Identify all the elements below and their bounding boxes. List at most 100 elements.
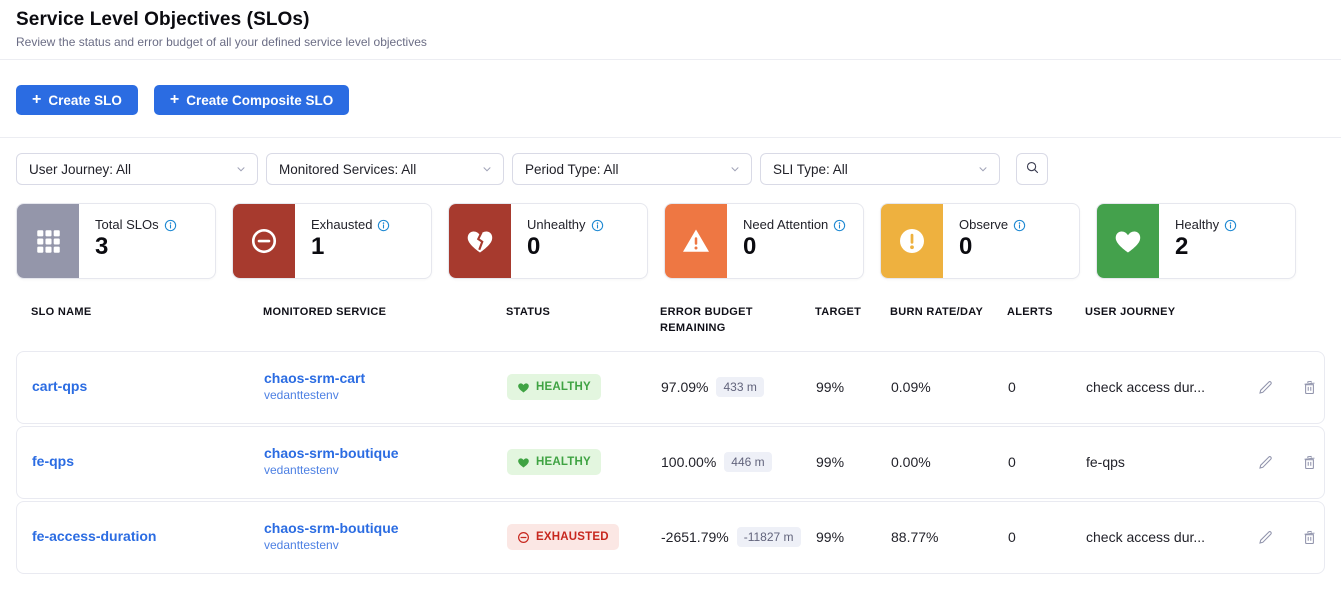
- burn-rate-value: 88.77%: [891, 529, 939, 546]
- minus-circle-icon: [518, 531, 529, 543]
- status-badge: HEALTHY: [507, 374, 601, 401]
- chevron-down-icon: [729, 163, 741, 175]
- create-composite-slo-label: Create Composite SLO: [186, 92, 334, 108]
- card-total-slos[interactable]: Total SLOs 3: [16, 203, 216, 279]
- chevron-down-icon: [977, 163, 989, 175]
- chevron-down-icon: [481, 163, 493, 175]
- error-budget-minutes: 433 m: [716, 377, 764, 398]
- broken-heart-icon: [449, 204, 511, 278]
- burn-rate-value: 0.00%: [891, 454, 931, 471]
- minus-circle-icon: [233, 204, 295, 278]
- user-journey-value: check access dur...: [1086, 529, 1206, 546]
- col-alerts: Alerts: [1007, 306, 1053, 318]
- table-row[interactable]: fe-qps chaos-srm-boutique vedanttestenv …: [16, 425, 1325, 499]
- heart-icon: [518, 458, 529, 468]
- card-value: 3: [95, 233, 109, 260]
- col-target: Target: [815, 306, 862, 318]
- info-icon[interactable]: [833, 219, 846, 232]
- filter-period-type-value: Period Type: All: [525, 161, 619, 177]
- table-header: SLO Name Monitored Service Status Error …: [16, 279, 1325, 351]
- card-label: Healthy: [1175, 217, 1220, 232]
- user-journey-value: fe-qps: [1086, 454, 1125, 471]
- filter-user-journey[interactable]: User Journey: All: [16, 153, 258, 185]
- edit-button[interactable]: [1257, 454, 1274, 471]
- trash-icon: [1304, 455, 1315, 469]
- heart-icon: [1097, 204, 1159, 278]
- col-burn-rate: Burn Rate/Day: [890, 306, 984, 318]
- filters-bar: User Journey: All Monitored Services: Al…: [16, 153, 1325, 185]
- card-observe[interactable]: Observe 0: [880, 203, 1080, 279]
- filter-monitored-services[interactable]: Monitored Services: All: [266, 153, 504, 185]
- alerts-count: 0: [1008, 454, 1016, 471]
- col-monitored-service: Monitored Service: [263, 306, 387, 318]
- trash-icon: [1304, 530, 1315, 544]
- target-value: 99%: [816, 529, 845, 546]
- create-composite-slo-button[interactable]: + Create Composite SLO: [153, 85, 350, 115]
- environment-name: vedanttestenv: [264, 538, 339, 553]
- col-error-budget-remaining: Error Budget Remaining: [660, 306, 753, 334]
- card-label: Total SLOs: [95, 217, 159, 232]
- info-icon[interactable]: [164, 219, 177, 232]
- monitored-service-link[interactable]: chaos-srm-boutique: [264, 520, 399, 537]
- table-row[interactable]: fe-access-duration chaos-srm-boutique ve…: [16, 500, 1325, 574]
- filter-sli-type-value: SLI Type: All: [773, 161, 848, 177]
- col-slo-name: SLO Name: [31, 306, 92, 318]
- burn-rate-value: 0.09%: [891, 379, 931, 396]
- heart-icon: [518, 383, 529, 393]
- card-exhausted[interactable]: Exhausted 1: [232, 203, 432, 279]
- page-header: Service Level Objectives (SLOs) Review t…: [0, 0, 1341, 60]
- target-value: 99%: [816, 454, 845, 471]
- user-journey-value: check access dur...: [1086, 379, 1206, 396]
- delete-button[interactable]: [1301, 529, 1318, 546]
- create-actions-bar: + Create SLO + Create Composite SLO: [0, 60, 1341, 138]
- error-budget-minutes: 446 m: [724, 452, 772, 473]
- trash-icon: [1304, 380, 1315, 394]
- page-subtitle: Review the status and error budget of al…: [16, 35, 427, 49]
- alerts-count: 0: [1008, 379, 1016, 396]
- warning-triangle-icon: [665, 204, 727, 278]
- card-healthy[interactable]: Healthy 2: [1096, 203, 1296, 279]
- card-label: Exhausted: [311, 217, 373, 232]
- search-button[interactable]: [1016, 153, 1048, 185]
- slo-name-link[interactable]: fe-qps: [32, 453, 74, 470]
- card-label: Observe: [959, 217, 1009, 232]
- slo-name-link[interactable]: cart-qps: [32, 378, 88, 395]
- info-icon[interactable]: [1224, 219, 1237, 232]
- filter-monitored-services-value: Monitored Services: All: [279, 161, 417, 177]
- summary-cards: Total SLOs 3 Exhausted 1: [16, 203, 1325, 279]
- create-slo-label: Create SLO: [48, 92, 122, 108]
- info-icon[interactable]: [591, 219, 604, 232]
- filter-sli-type[interactable]: SLI Type: All: [760, 153, 1000, 185]
- info-icon[interactable]: [1013, 219, 1026, 232]
- monitored-service-link[interactable]: chaos-srm-boutique: [264, 445, 399, 462]
- col-status: Status: [506, 306, 551, 318]
- col-user-journey: User Journey: [1085, 306, 1176, 318]
- card-value: 0: [959, 233, 973, 260]
- plus-icon: +: [169, 91, 180, 108]
- card-value: 0: [743, 233, 757, 260]
- info-icon[interactable]: [377, 219, 390, 232]
- card-value: 0: [527, 233, 541, 260]
- alerts-count: 0: [1008, 529, 1016, 546]
- pencil-icon: [1259, 456, 1272, 469]
- exclamation-circle-icon: [881, 204, 943, 278]
- create-slo-button[interactable]: + Create SLO: [16, 85, 138, 115]
- filter-period-type[interactable]: Period Type: All: [512, 153, 752, 185]
- slo-name-link[interactable]: fe-access-duration: [32, 528, 157, 545]
- error-budget-percent: -2651.79%: [661, 529, 729, 546]
- plus-icon: +: [32, 91, 42, 108]
- table-row[interactable]: cart-qps chaos-srm-cart vedanttestenv HE…: [16, 350, 1325, 424]
- card-value: 1: [311, 233, 325, 260]
- monitored-service-link[interactable]: chaos-srm-cart: [264, 370, 366, 387]
- card-need-attention[interactable]: Need Attention 0: [664, 203, 864, 279]
- environment-name: vedanttestenv: [264, 463, 339, 478]
- pencil-icon: [1259, 381, 1272, 394]
- page-title: Service Level Objectives (SLOs): [16, 9, 310, 30]
- error-budget-percent: 100.00%: [661, 454, 717, 471]
- delete-button[interactable]: [1301, 454, 1318, 471]
- edit-button[interactable]: [1257, 379, 1274, 396]
- delete-button[interactable]: [1301, 379, 1318, 396]
- card-unhealthy[interactable]: Unhealthy 0: [448, 203, 648, 279]
- edit-button[interactable]: [1257, 529, 1274, 546]
- target-value: 99%: [816, 379, 845, 396]
